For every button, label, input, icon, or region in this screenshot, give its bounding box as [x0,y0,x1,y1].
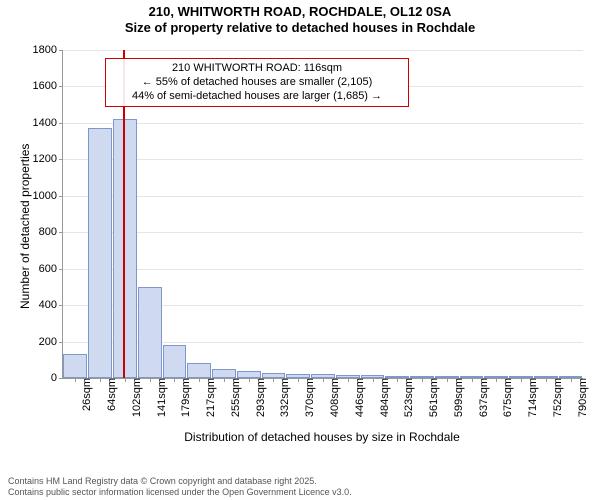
x-tick-label: 599sqm [451,378,465,417]
histogram-bar [113,119,137,378]
y-tick-label: 1200 [33,153,63,165]
x-tick-label: 102sqm [129,378,143,417]
y-gridline [63,123,583,124]
y-tick-label: 1400 [33,117,63,129]
y-axis-title: Number of detached properties [18,144,32,309]
x-tick-mark [100,378,101,382]
y-tick-label: 1600 [33,80,63,92]
histogram-bar [187,363,211,378]
y-tick-label: 600 [39,263,63,275]
chart-container: 210, WHITWORTH ROAD, ROCHDALE, OL12 0SA … [0,0,600,500]
x-tick-label: 64sqm [104,378,118,411]
x-tick-mark [249,378,250,382]
x-tick-label: 446sqm [352,378,366,417]
title-line-1: 210, WHITWORTH ROAD, ROCHDALE, OL12 0SA [0,4,600,20]
x-tick-mark [348,378,349,382]
x-tick-mark [496,378,497,382]
x-tick-label: 675sqm [500,378,514,417]
histogram-bar [237,371,261,378]
x-tick-label: 217sqm [203,378,217,417]
x-tick-label: 332sqm [277,378,291,417]
x-tick-mark [298,378,299,382]
x-tick-mark [273,378,274,382]
y-tick-label: 1800 [33,44,63,56]
y-gridline [63,196,583,197]
x-tick-label: 293sqm [253,378,267,417]
footnote: Contains HM Land Registry data © Crown c… [8,476,352,498]
x-tick-mark [447,378,448,382]
x-tick-label: 255sqm [228,378,242,417]
histogram-bar [212,369,236,378]
x-tick-mark [174,378,175,382]
histogram-bar [163,345,187,378]
x-tick-mark [323,378,324,382]
x-tick-label: 790sqm [575,378,589,417]
x-tick-mark [571,378,572,382]
x-tick-mark [521,378,522,382]
chart-title: 210, WHITWORTH ROAD, ROCHDALE, OL12 0SA … [0,4,600,37]
x-tick-mark [224,378,225,382]
x-tick-label: 752sqm [550,378,564,417]
histogram-bar [88,128,112,378]
x-tick-mark [397,378,398,382]
x-tick-label: 141sqm [154,378,168,417]
x-tick-mark [546,378,547,382]
y-tick-label: 400 [39,299,63,311]
x-tick-mark [125,378,126,382]
x-tick-mark [422,378,423,382]
x-tick-label: 408sqm [327,378,341,417]
x-axis-title: Distribution of detached houses by size … [62,430,582,444]
marker-annotation: 210 WHITWORTH ROAD: 116sqm ← 55% of deta… [105,58,409,107]
x-tick-mark [75,378,76,382]
x-tick-label: 179sqm [178,378,192,417]
x-tick-label: 370sqm [302,378,316,417]
y-tick-label: 0 [51,372,63,384]
x-tick-mark [199,378,200,382]
footnote-line-1: Contains HM Land Registry data © Crown c… [8,476,352,487]
annotation-line-2: ← 55% of detached houses are smaller (2,… [112,76,402,90]
x-tick-label: 26sqm [79,378,93,411]
y-tick-label: 200 [39,336,63,348]
annotation-line-1: 210 WHITWORTH ROAD: 116sqm [112,62,402,76]
x-tick-mark [373,378,374,382]
x-tick-mark [472,378,473,382]
title-line-2: Size of property relative to detached ho… [0,20,600,36]
annotation-line-3: 44% of semi-detached houses are larger (… [112,90,402,104]
histogram-bar [63,354,87,378]
y-tick-label: 800 [39,226,63,238]
x-tick-label: 561sqm [426,378,440,417]
x-tick-label: 637sqm [476,378,490,417]
y-gridline [63,50,583,51]
x-tick-label: 714sqm [525,378,539,417]
x-tick-label: 484sqm [377,378,391,417]
histogram-bar [138,287,162,378]
footnote-line-2: Contains public sector information licen… [8,487,352,498]
x-tick-mark [150,378,151,382]
y-gridline [63,159,583,160]
y-gridline [63,269,583,270]
x-tick-label: 523sqm [401,378,415,417]
y-tick-label: 1000 [33,190,63,202]
y-gridline [63,232,583,233]
